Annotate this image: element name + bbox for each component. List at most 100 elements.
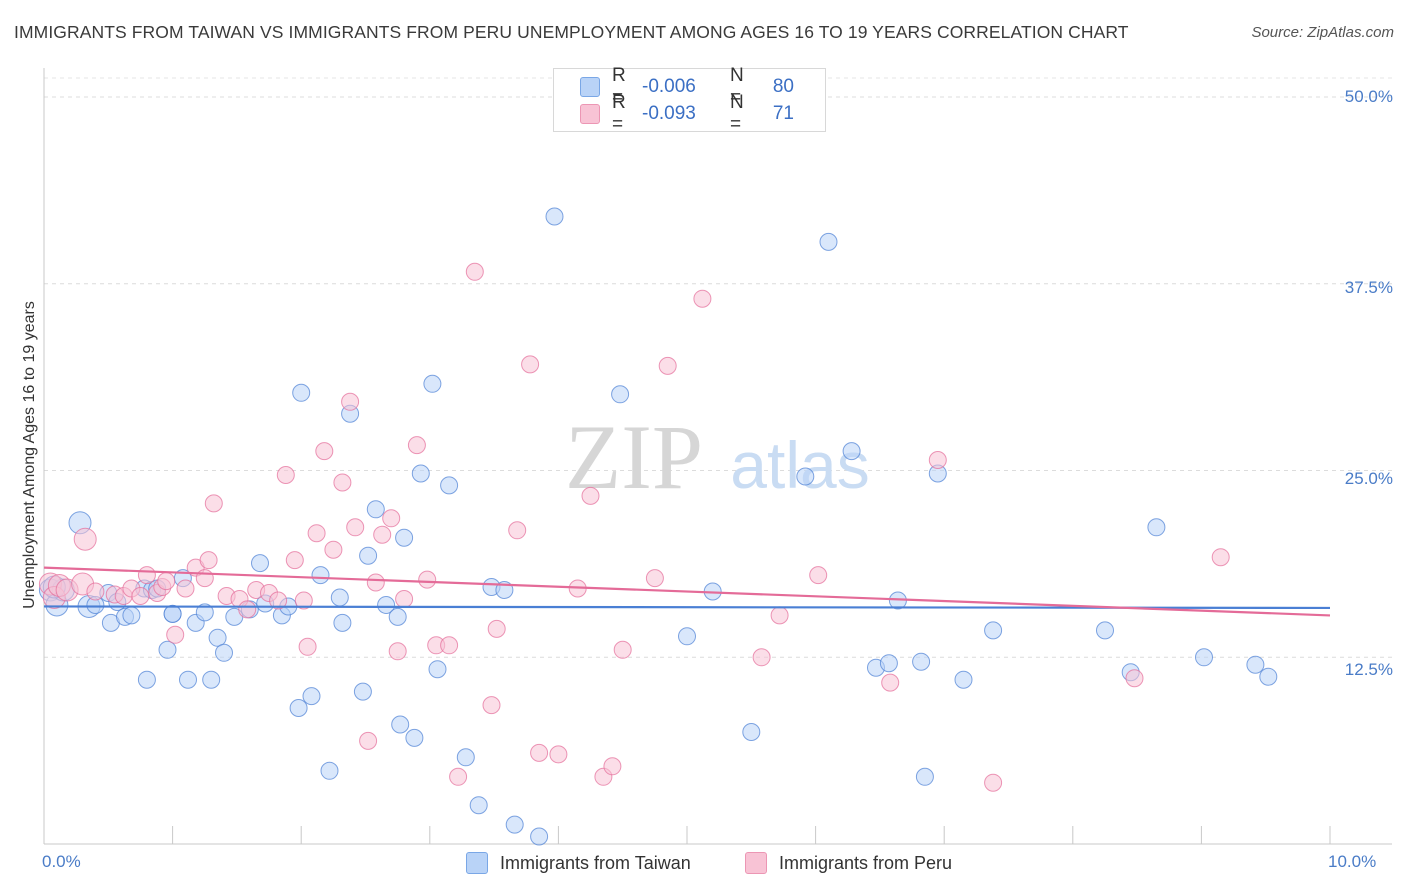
legend-item-peru[interactable]: Immigrants from Peru [745,852,952,874]
data-point [382,509,401,528]
data-point [276,466,295,484]
taiwan-swatch [580,77,600,97]
r-label: R = [612,92,626,135]
data-point [809,566,828,585]
trend-lines [43,566,1331,617]
data-point [530,743,549,762]
data-point [359,546,378,565]
data-point [163,604,182,623]
data-point [954,670,973,689]
data-point [549,745,568,764]
n-label: N = [730,65,744,108]
data-point [469,796,488,815]
series-taiwan [38,207,1278,846]
y-tick-label: 37.5% [1344,278,1393,297]
data-point [373,525,392,544]
data-point [770,606,789,625]
data-point [581,486,600,505]
data-point [292,383,311,402]
data-point [137,566,156,585]
data-point [1195,648,1213,667]
data-point [395,590,414,608]
data-point [796,467,815,486]
data-point [195,603,214,622]
y-tick-label: 50.0% [1344,87,1393,106]
data-point [199,551,218,570]
stats-row-taiwan: R = -0.006 N = 80 [580,65,794,108]
data-point [449,767,468,786]
data-point [122,606,141,625]
data-point [202,670,221,689]
data-point [298,637,317,656]
data-point [294,591,313,610]
data-point [302,687,321,706]
data-point [315,442,334,461]
data-point [418,570,437,589]
data-point [176,579,195,598]
data-point [819,232,838,251]
data-point [86,582,105,601]
data-point [879,654,898,673]
source-label: Source: ZipAtlas.com [1251,24,1394,41]
data-point [195,569,214,588]
data-point [377,596,396,614]
data-point [166,625,185,644]
data-point [179,670,197,689]
data-point [487,619,506,638]
data-point [157,572,176,591]
data-point [388,642,407,661]
data-point [440,636,459,655]
data-point [545,207,564,226]
data-point [508,521,527,540]
data-point [611,385,630,404]
legend-label: Immigrants from Taiwan [500,852,691,873]
data-point [530,827,549,846]
data-point [613,640,632,659]
data-point [984,621,1003,640]
data-point [391,715,410,734]
data-point [388,607,407,626]
data-point [842,442,861,461]
data-point [307,524,326,543]
data-point [215,643,233,662]
data-point [137,670,156,689]
data-point [881,673,900,692]
legend-item-taiwan[interactable]: Immigrants from Taiwan [466,852,691,874]
data-point [912,652,931,671]
data-point [320,761,339,780]
series-peru [38,262,1230,792]
data-point [269,591,288,610]
data-point [407,436,426,455]
data-point [752,648,771,667]
data-point [366,573,385,592]
data-point [465,262,484,281]
data-point [1259,667,1278,686]
watermark-atlas: atlas [730,428,869,502]
data-point [251,554,269,573]
taiwan-swatch [466,852,488,874]
r-label: R = [612,65,626,108]
data-point [158,640,177,659]
watermark: ZIP atlas [565,406,870,508]
data-points [38,207,1278,846]
data-point [346,518,365,537]
data-point [742,723,761,741]
data-point [1096,621,1114,640]
data-point [405,728,424,747]
data-point [521,355,540,374]
data-point [333,473,352,492]
data-point [423,374,442,393]
stats-legend: R = -0.006 N = 80 R = -0.093 N = 71 [553,65,826,135]
stats-row-peru: R = -0.093 N = 71 [580,92,794,135]
x-tick-label-min: 0.0% [42,852,81,871]
data-point [324,540,343,559]
data-point [131,587,150,605]
data-point [505,815,524,834]
gridlines [44,77,1392,658]
data-point [1246,655,1265,674]
r-value: -0.093 [642,103,696,124]
data-point [333,613,352,632]
data-point [341,392,360,411]
peru-swatch [745,852,767,874]
